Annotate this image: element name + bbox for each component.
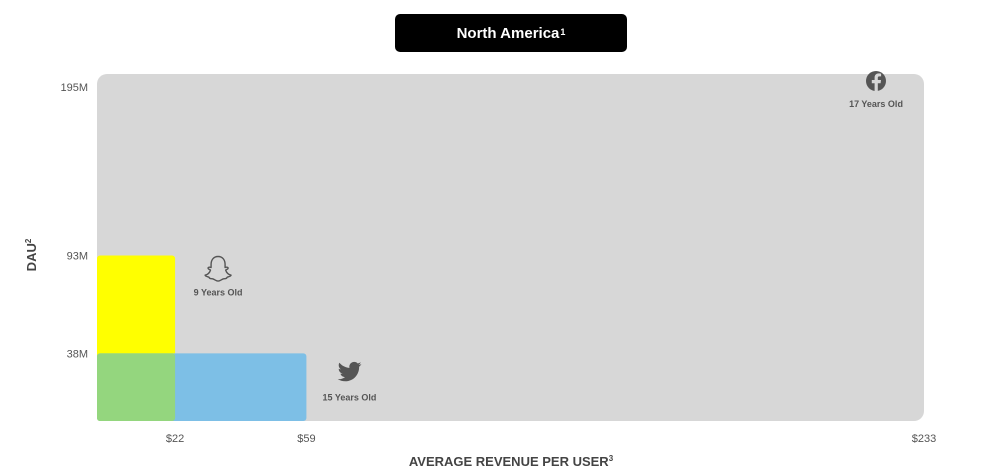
facebook-area <box>97 74 924 421</box>
facebook-age-label: 17 Years Old <box>849 99 903 109</box>
snapchat-age-label: 9 Years Old <box>194 288 243 298</box>
x-tick-label: $233 <box>912 433 936 445</box>
x-axis-label: AVERAGE REVENUE PER USER3 <box>409 454 614 469</box>
snapchat-twitter-overlap-area <box>97 353 176 421</box>
x-tick-label: $22 <box>166 433 184 445</box>
y-tick-label: 195M <box>60 82 88 94</box>
facebook-icon <box>866 71 886 91</box>
region-title-badge: North America 1 <box>395 14 627 52</box>
twitter-bird-icon <box>337 361 362 382</box>
y-axis-label: DAU2 <box>24 238 39 271</box>
region-title-footnote: 1 <box>560 27 566 37</box>
snapchat-ghost-icon <box>204 255 232 282</box>
x-tick-label: $59 <box>297 433 315 445</box>
y-tick-label: 38M <box>67 348 88 360</box>
region-title: North America <box>456 24 560 42</box>
twitter-age-label: 15 Years Old <box>322 392 376 402</box>
y-tick-label: 93M <box>67 251 88 263</box>
